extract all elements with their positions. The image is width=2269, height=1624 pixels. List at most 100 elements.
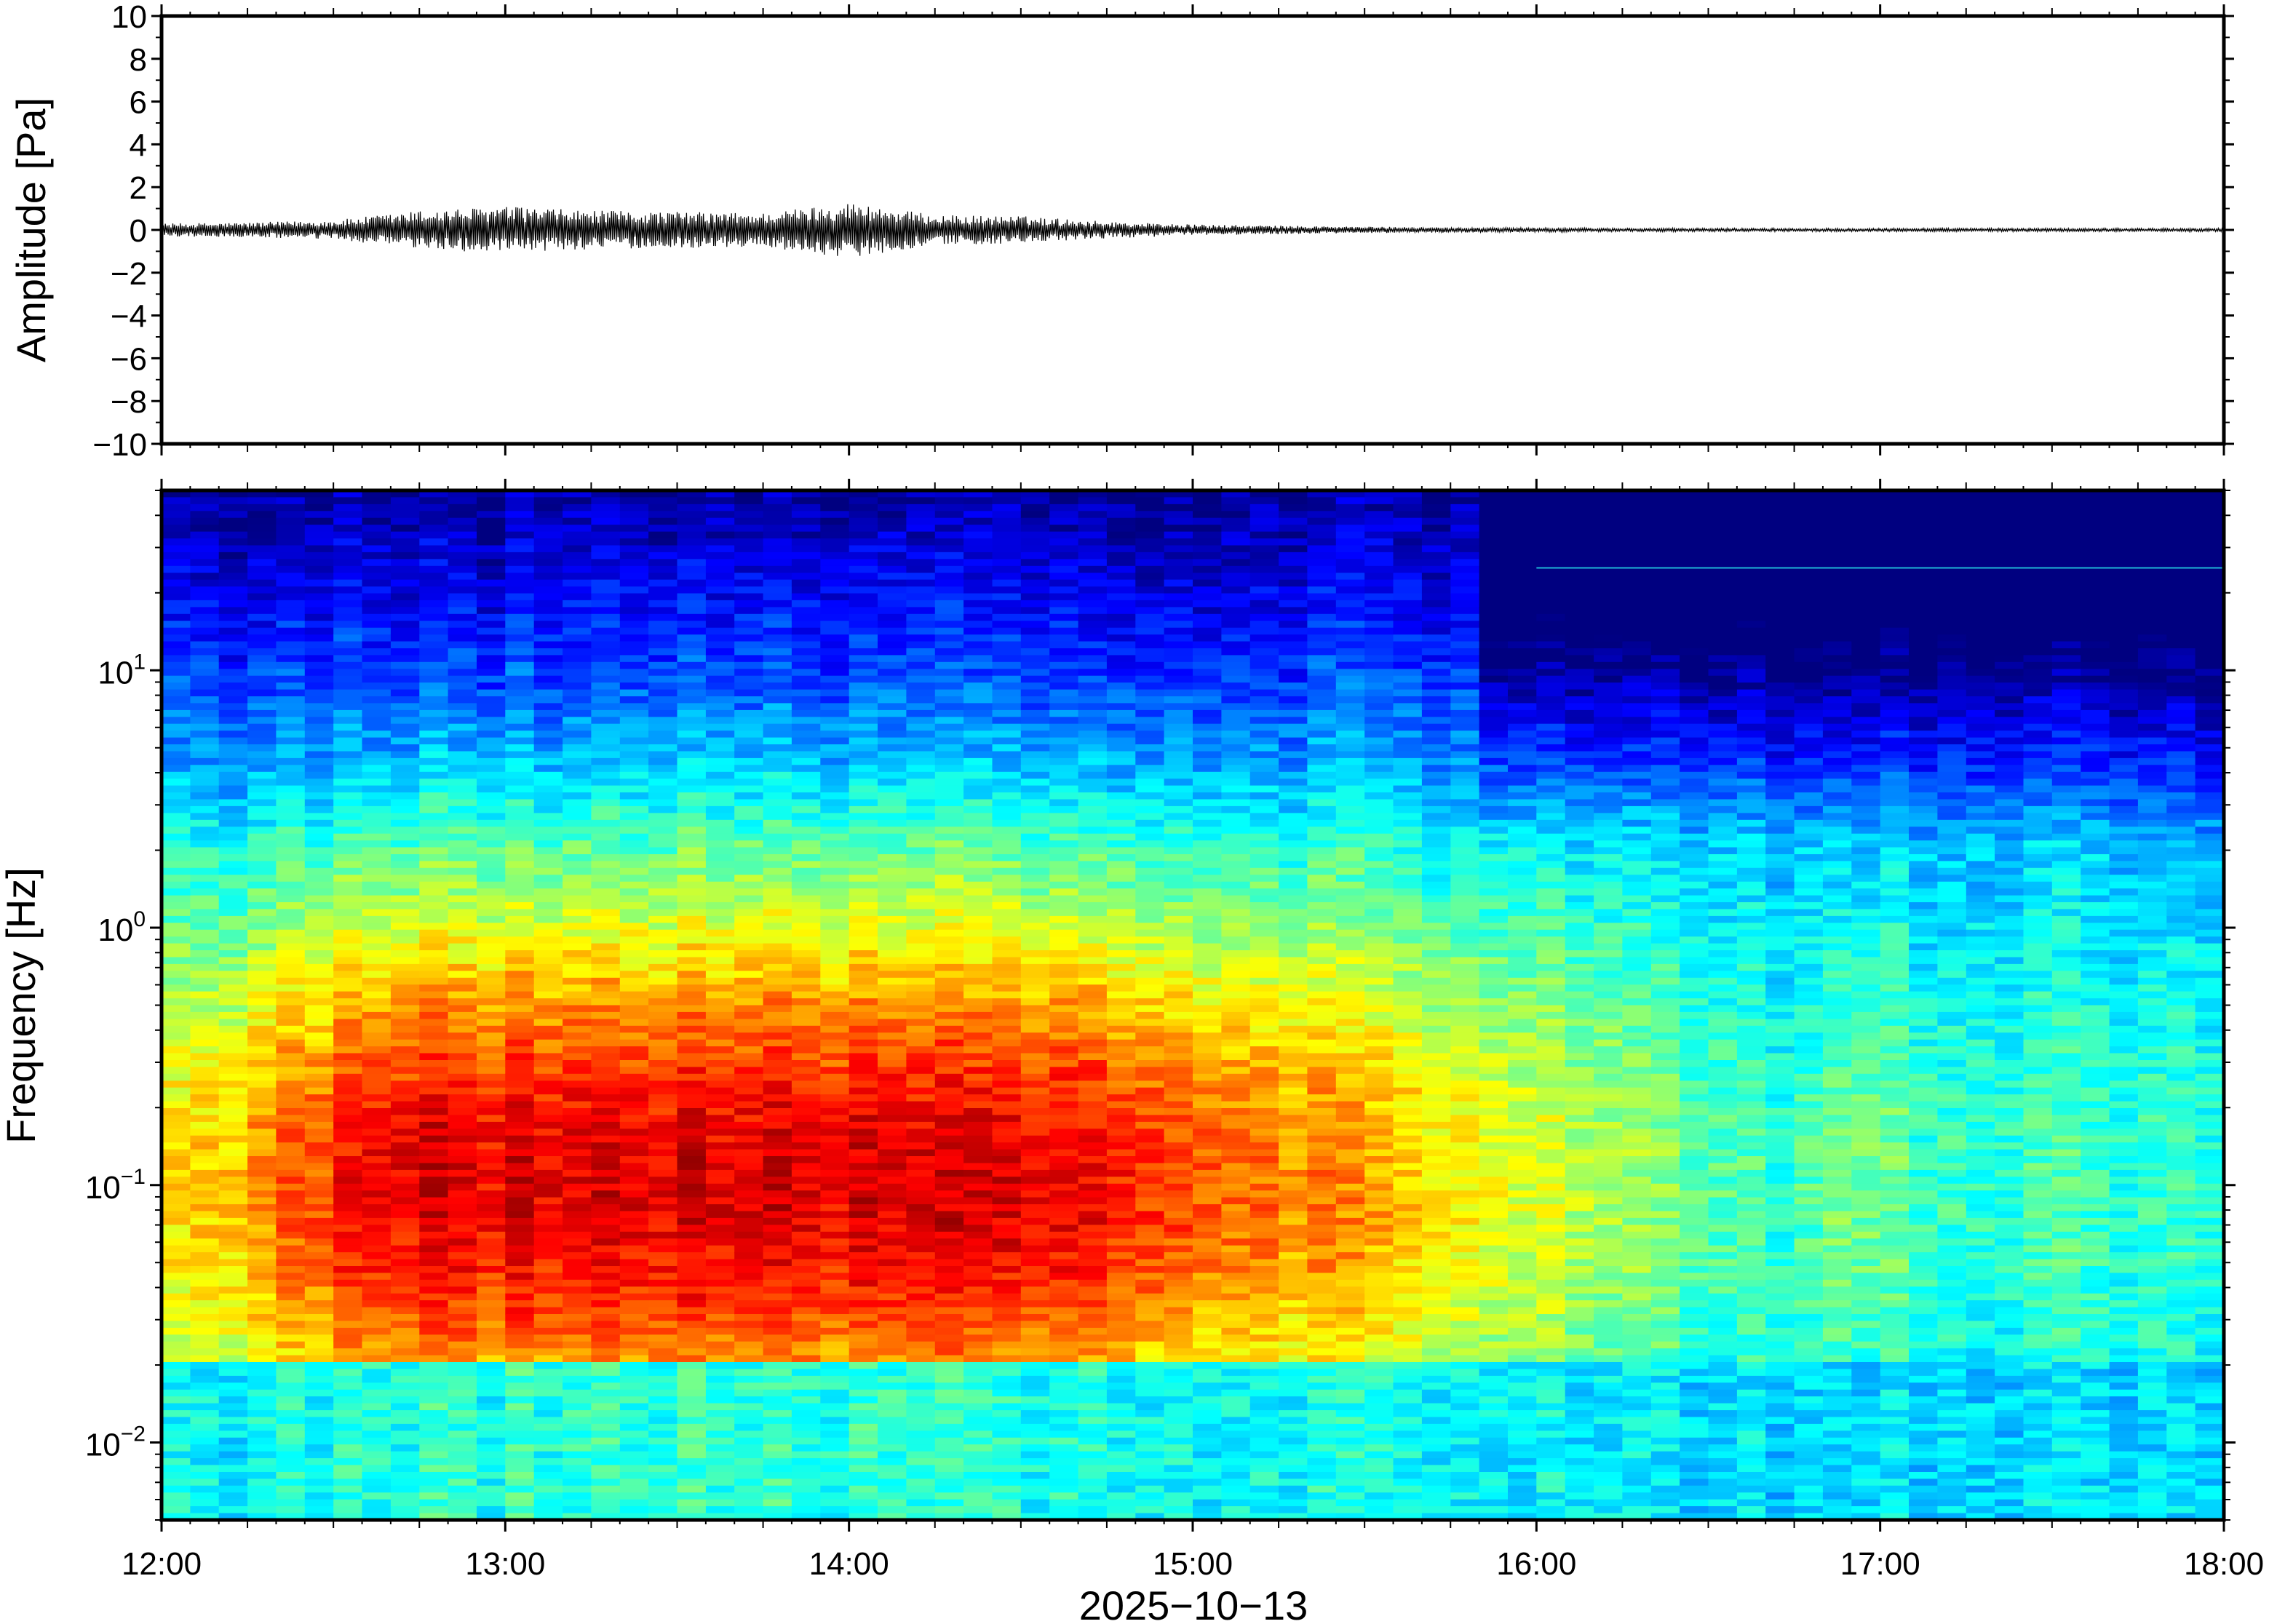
spectrogram-cell [1020, 888, 1050, 896]
spectrogram-cell [190, 1225, 220, 1233]
spectrogram-cell [563, 1369, 592, 1377]
spectrogram-cell [477, 511, 506, 519]
spectrogram-cell [505, 1204, 535, 1212]
spectrogram-cell [677, 703, 707, 711]
spectrogram-cell [390, 1279, 421, 1287]
spectrogram-cell [591, 971, 621, 979]
spectrogram-cell [505, 1334, 535, 1342]
spectrogram-cell [963, 511, 993, 519]
spectrogram-cell [934, 854, 964, 862]
spectrogram-cell [648, 977, 678, 985]
spectrogram-cell [734, 607, 764, 615]
spectrogram-cell [533, 1300, 563, 1308]
spectrogram-cell [477, 1060, 506, 1068]
spectrogram-cell [190, 805, 220, 814]
spectrogram-cell [820, 1149, 850, 1157]
spectrogram-cell [247, 805, 277, 814]
spectrogram-cell [677, 696, 707, 704]
spectrogram-cell [763, 1389, 792, 1397]
spectrogram-cell [619, 991, 649, 999]
spectrogram-cell [304, 1108, 334, 1116]
spectrogram-cell [505, 1238, 535, 1246]
spectrogram-cell [218, 503, 248, 512]
spectrogram-cell [992, 573, 1022, 581]
spectrogram-cell [190, 1163, 220, 1171]
spectrogram-cell [390, 1465, 421, 1473]
spectrogram-cell [906, 737, 936, 745]
spectrogram-cell [591, 1314, 621, 1322]
spectrogram-cell [906, 854, 936, 862]
spectrogram-cell [963, 1231, 993, 1239]
spectrogram-cell [791, 1190, 822, 1198]
spectrogram-cell [190, 648, 220, 656]
spectrogram-cell [906, 503, 936, 512]
spectrogram-cell [276, 984, 306, 992]
spectrogram-cell [992, 1451, 1022, 1459]
spectrogram-cell [162, 634, 191, 642]
spectrogram-cell [591, 1307, 621, 1315]
spectrogram-cell [190, 744, 220, 752]
spectrogram-cell [849, 1183, 878, 1191]
spectrogram-cell [563, 1149, 592, 1157]
spectrogram-cell [820, 696, 850, 704]
spectrogram-cell [563, 757, 592, 766]
spectrogram-cell [791, 779, 822, 787]
spectrogram-cell [1049, 1094, 1079, 1102]
spectrogram-cell [619, 861, 649, 869]
spectrogram-cell [763, 607, 792, 615]
spectrogram-cell [563, 1327, 592, 1336]
spectrogram-cell [1020, 655, 1050, 663]
spectrogram-cell [276, 1142, 306, 1150]
spectrogram-cell [963, 497, 993, 505]
spectrogram-cell [533, 1094, 563, 1102]
spectrogram-cell [963, 648, 993, 656]
spectrogram-cell [648, 984, 678, 992]
spectrogram-cell [591, 929, 621, 937]
spectrogram-cell [362, 1025, 392, 1033]
spectrogram-cell [734, 1060, 764, 1068]
spectrogram-cell [419, 1245, 449, 1253]
spectrogram-cell [563, 696, 592, 704]
spectrogram-cell [505, 1094, 535, 1102]
spectrogram-cell [362, 861, 392, 869]
spectrogram-cell [247, 1025, 277, 1033]
spectrogram-cell [390, 607, 421, 615]
spectrogram-cell [304, 669, 334, 677]
spectrogram-cell [849, 1499, 878, 1507]
spectrogram-cell [1049, 847, 1079, 855]
spectrogram-cell [619, 1417, 649, 1425]
spectrogram-cell [849, 661, 878, 669]
spectrogram-cell [1020, 675, 1050, 683]
spectrogram-cell [934, 1437, 964, 1445]
spectrogram-cell [648, 1437, 678, 1445]
spectrogram-cell [563, 1169, 592, 1178]
spectrogram-cell [533, 490, 563, 498]
spectrogram-cell [477, 1197, 506, 1205]
spectrogram-cell [333, 1129, 363, 1137]
spectrogram-cell [763, 669, 792, 677]
spectrogram-cell [333, 682, 363, 690]
spectrogram-cell [648, 1478, 678, 1486]
spectrogram-cell [247, 1300, 277, 1308]
spectrogram-cell [419, 799, 449, 807]
spectrogram-cell [906, 847, 936, 855]
spectrogram-cell [963, 1156, 993, 1164]
spectrogram-cell [190, 1032, 220, 1040]
spectrogram-cell [563, 682, 592, 690]
spectrogram-cell [849, 1087, 878, 1095]
spectrogram-cell [419, 847, 449, 855]
spectrogram-cell [992, 1300, 1022, 1308]
spectrogram-cell [218, 943, 248, 951]
spectrogram-cell [734, 867, 764, 875]
spectrogram-cell [734, 655, 764, 663]
spectrogram-cell [878, 1032, 907, 1040]
spectrogram-cell [591, 627, 621, 635]
spectrogram-cell [218, 593, 248, 601]
spectrogram-cell [362, 779, 392, 787]
spectrogram-cell [162, 971, 191, 979]
spectrogram-cell [934, 497, 964, 505]
spectrogram-cell [963, 1190, 993, 1198]
spectrogram-cell [247, 840, 277, 848]
spectrogram-cell [477, 805, 506, 814]
spectrogram-cell [619, 682, 649, 690]
